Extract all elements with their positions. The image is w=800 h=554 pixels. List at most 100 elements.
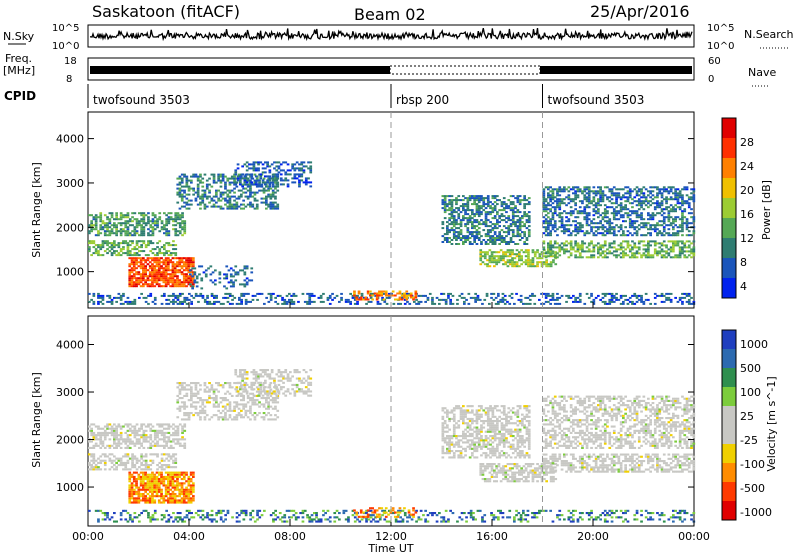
cell-r0 xyxy=(97,296,100,299)
cell-r10 xyxy=(647,228,650,231)
cell-r10 xyxy=(576,230,580,233)
cell-r0 xyxy=(422,514,425,517)
cell-r6 xyxy=(225,265,229,268)
cell-r10 xyxy=(672,234,675,237)
cell-r8 xyxy=(446,231,449,234)
cell-r3 xyxy=(162,279,166,282)
cell-r0 xyxy=(619,296,623,299)
cell-r0 xyxy=(97,518,100,521)
cell-r8 xyxy=(500,209,504,212)
cell-r4 xyxy=(201,193,205,196)
cell-r6 xyxy=(243,267,247,270)
cell-r3 xyxy=(182,283,186,286)
cell-r4 xyxy=(244,205,248,208)
cell-r0 xyxy=(463,300,466,303)
cell-r11 xyxy=(597,242,600,245)
cell-r3 xyxy=(162,275,166,278)
cell-r3 xyxy=(132,269,136,272)
cell-r0 xyxy=(349,302,352,305)
cell-r1 xyxy=(169,444,173,447)
cell-r9 xyxy=(493,257,496,260)
cell-r0 xyxy=(610,512,614,515)
cell-r1 xyxy=(103,230,107,233)
cell-r3 xyxy=(130,285,134,288)
cell-r4 xyxy=(246,197,250,200)
cell-r0 xyxy=(640,300,643,303)
cell-r10 xyxy=(667,224,671,227)
cell-r5 xyxy=(309,169,313,172)
cell-r10 xyxy=(594,210,598,213)
cell-r10 xyxy=(681,196,684,199)
cell-r2 xyxy=(133,248,137,251)
cell-r0 xyxy=(542,292,546,295)
cell-r0 xyxy=(615,296,618,299)
cell-r2 xyxy=(90,468,93,471)
cell-r0 xyxy=(119,296,123,299)
cell-r2 xyxy=(92,246,96,249)
cell-r1 xyxy=(183,226,187,229)
cell-r0 xyxy=(335,509,339,512)
cell-r8 xyxy=(455,239,458,241)
cell-r11 xyxy=(569,242,573,245)
cell-r0 xyxy=(619,294,623,297)
cell-r4 xyxy=(271,183,275,186)
cell-r1 xyxy=(117,442,121,445)
cell-r10 xyxy=(569,212,573,215)
cell-r10 xyxy=(662,218,666,221)
cell-r4 xyxy=(205,205,209,208)
cell-r1 xyxy=(124,232,128,235)
ytick-label-0: 1000 xyxy=(56,266,84,279)
cell-r6 xyxy=(218,277,222,280)
cell-r3 xyxy=(137,261,141,264)
cell-r1 xyxy=(126,423,130,426)
cell-r1 xyxy=(160,222,164,225)
cell-r6 xyxy=(195,277,199,280)
cell-r3 xyxy=(155,283,159,286)
cell-r11 xyxy=(669,250,673,253)
cell-r2 xyxy=(119,248,123,251)
cell-r0 xyxy=(356,518,359,521)
cell-r0 xyxy=(444,520,448,523)
cell-r0 xyxy=(640,298,643,301)
cell-r11 xyxy=(581,256,584,259)
cell-r8 xyxy=(475,235,479,238)
cell-r3 xyxy=(167,259,170,262)
cell-r0 xyxy=(106,300,109,303)
cell-r0 xyxy=(203,298,207,301)
cell-r0 xyxy=(551,520,555,523)
cell-r10 xyxy=(647,190,650,193)
cell-r3 xyxy=(151,259,154,262)
cell-r10 xyxy=(642,194,646,197)
cell-r10 xyxy=(572,186,575,189)
cell-r2 xyxy=(122,252,125,255)
cell-r6 xyxy=(214,279,217,282)
cell-r3 xyxy=(164,273,168,276)
cell-r0 xyxy=(442,518,446,521)
cell-r10 xyxy=(685,226,689,229)
cell-r6 xyxy=(207,267,210,270)
cell-r10 xyxy=(597,186,600,189)
cell-r1 xyxy=(174,218,178,221)
cell-r0 xyxy=(201,509,205,512)
cell-r8 xyxy=(443,209,447,212)
cell-r1 xyxy=(94,438,98,441)
cell-r1 xyxy=(124,440,128,443)
cell-r2 xyxy=(101,244,105,247)
cell-r0 xyxy=(256,509,259,512)
cell-r1 xyxy=(153,436,157,439)
cell-r3 xyxy=(139,257,143,260)
cell-r7 xyxy=(353,292,356,295)
cell-r10 xyxy=(658,230,662,233)
cell-r7 xyxy=(378,290,381,293)
cell-r11 xyxy=(576,256,580,259)
cell-r11 xyxy=(678,246,682,249)
cell-r0 xyxy=(533,302,537,305)
cell-r7 xyxy=(394,294,397,297)
cell-r4 xyxy=(205,187,209,190)
cell-r11 xyxy=(603,256,607,259)
cell-r8 xyxy=(484,207,488,210)
cell-r1 xyxy=(183,230,187,233)
cell-r7 xyxy=(396,292,399,295)
cell-r11 xyxy=(608,242,612,245)
cell-r10 xyxy=(665,202,668,205)
